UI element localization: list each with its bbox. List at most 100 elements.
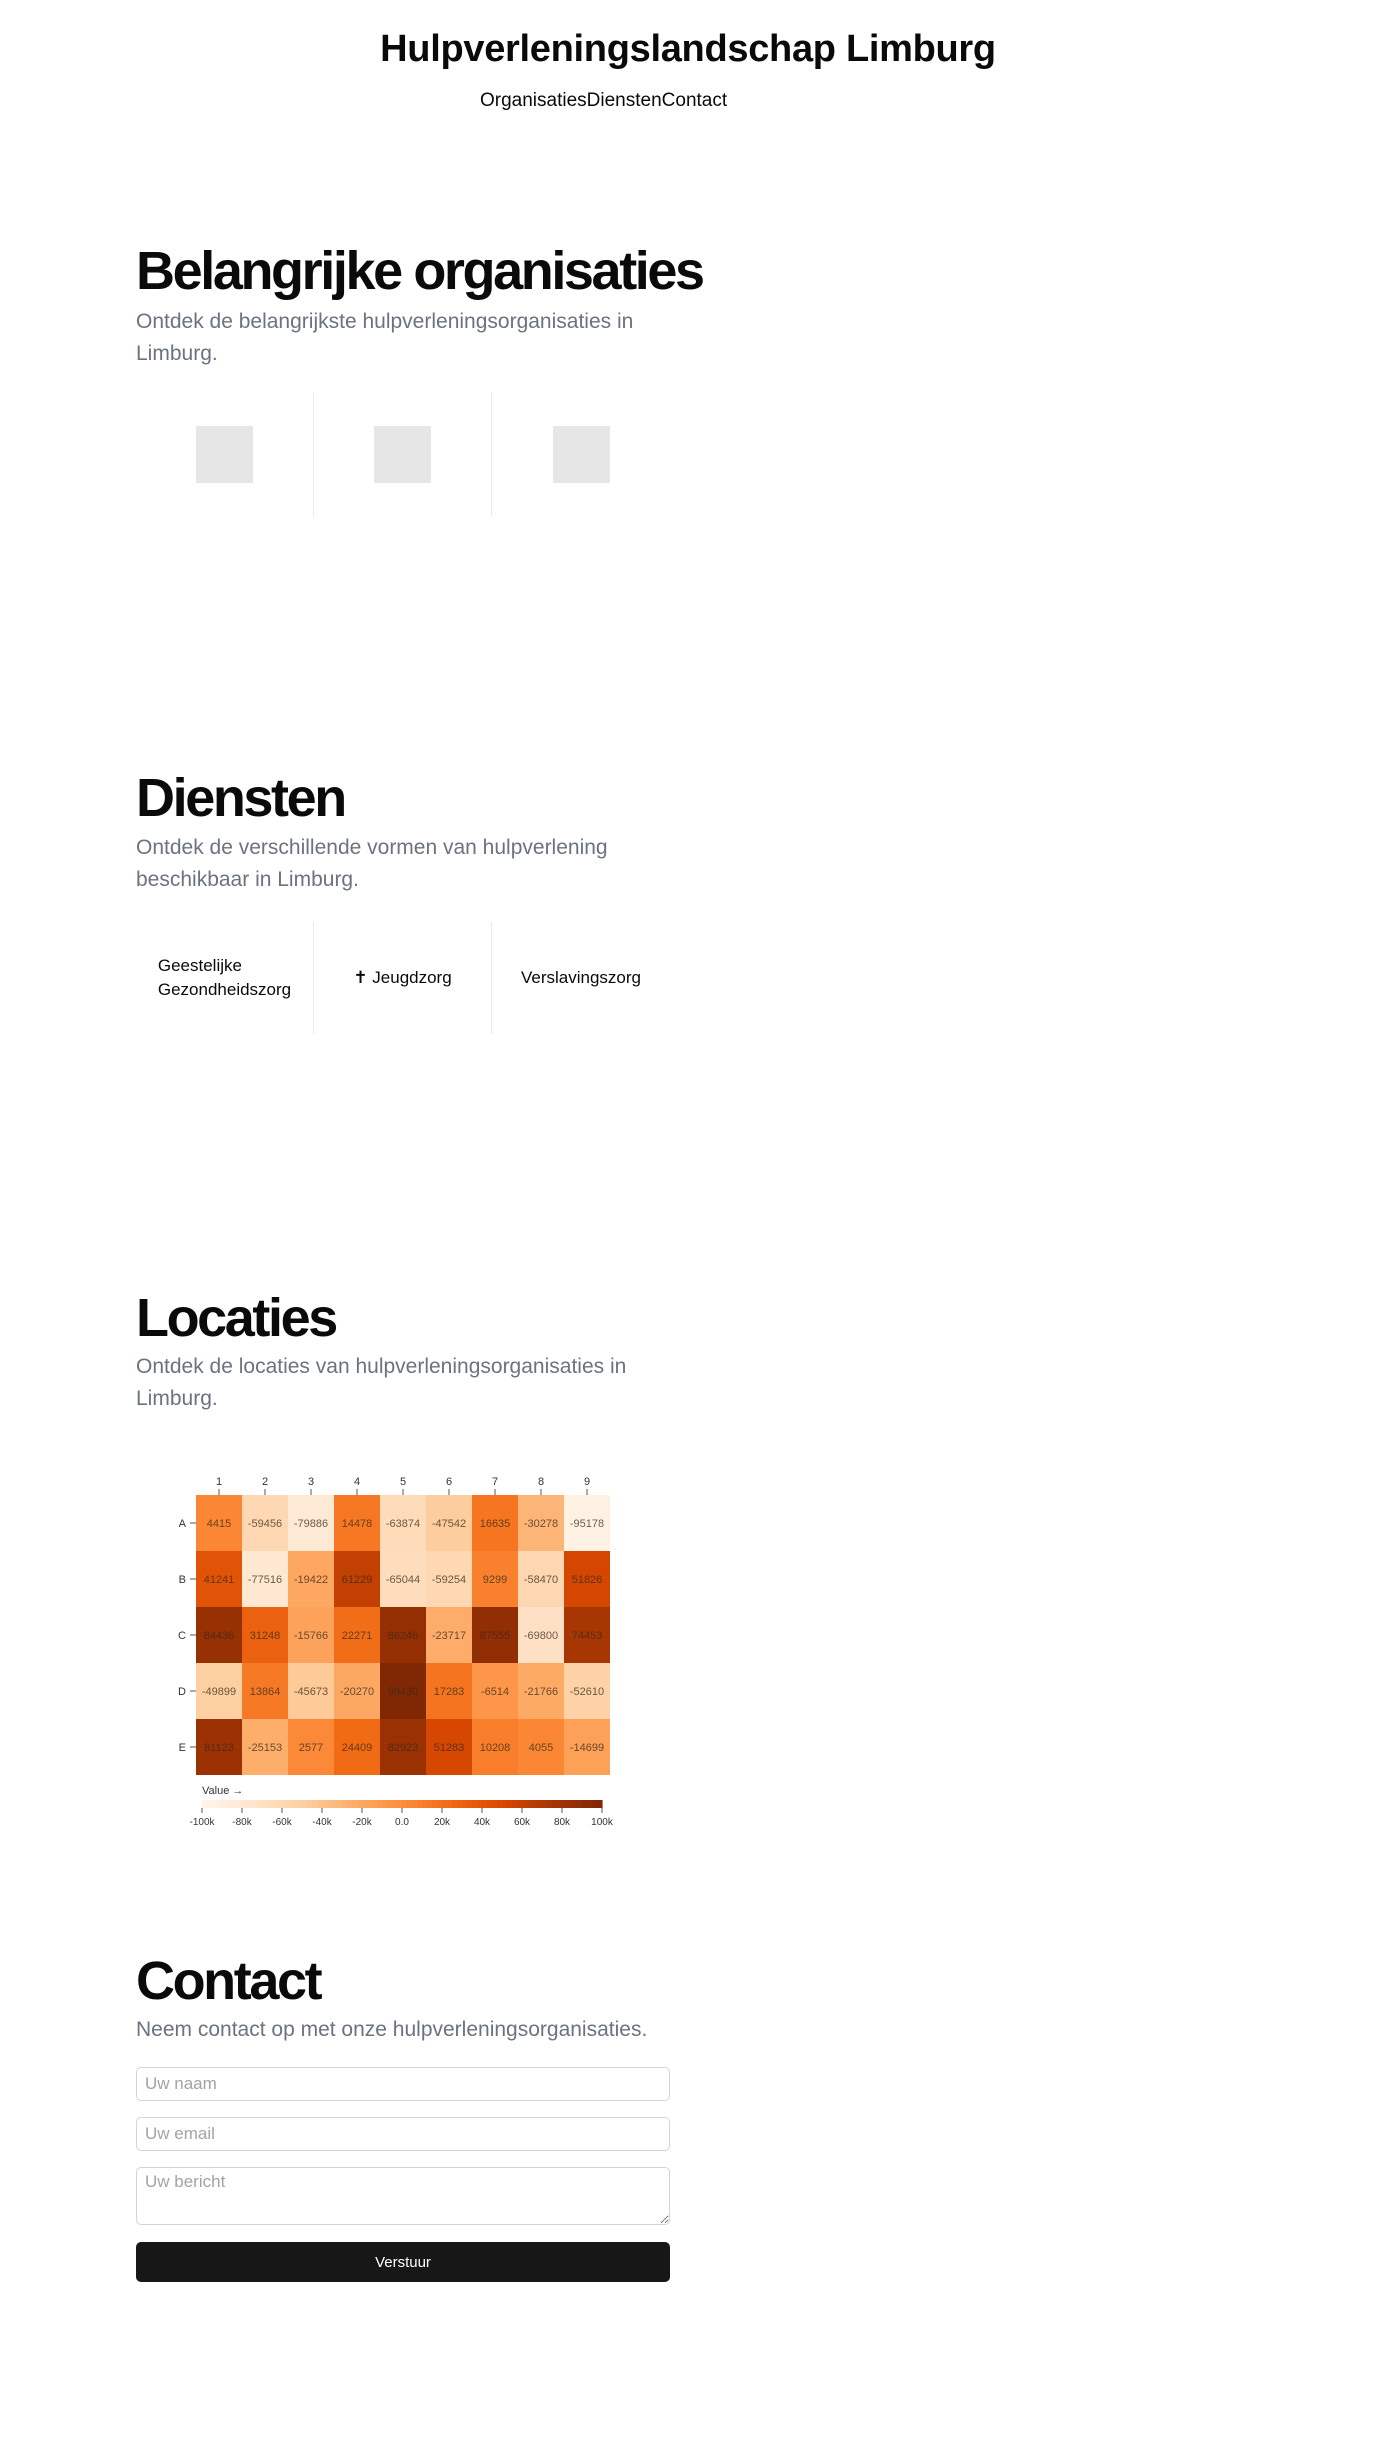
- cell-value-label: -45673: [294, 1686, 328, 1698]
- legend-gradient-segment: [537, 1800, 543, 1808]
- cell-value-label: -79886: [294, 1518, 328, 1530]
- legend-gradient-segment: [567, 1800, 573, 1808]
- legend-gradient-segment: [522, 1800, 528, 1808]
- legend-tick-label: 40k: [474, 1817, 491, 1828]
- cell-value-label: 87555: [480, 1630, 511, 1642]
- legend-tick-label: -40k: [312, 1817, 332, 1828]
- name-input[interactable]: [136, 2067, 670, 2101]
- legend-gradient-segment: [572, 1800, 578, 1808]
- legend-gradient-segment: [582, 1800, 588, 1808]
- legend-gradient-segment: [512, 1800, 518, 1808]
- cell-value-label: -25153: [248, 1742, 282, 1754]
- legend-gradient-segment: [597, 1800, 603, 1808]
- legend-gradient-segment: [232, 1800, 238, 1808]
- organisatie-card[interactable]: [314, 392, 492, 516]
- legend-tick-label: 60k: [514, 1817, 531, 1828]
- legend-gradient-segment: [532, 1800, 538, 1808]
- cell-value-label: 81123: [204, 1742, 234, 1754]
- cell-value-label: 22271: [342, 1630, 373, 1642]
- heatmap-cell: [334, 1719, 380, 1775]
- locaties-title: Locaties: [136, 1288, 338, 1348]
- nav-diensten[interactable]: Diensten: [586, 90, 662, 111]
- email-input[interactable]: [136, 2117, 670, 2151]
- dienst-label: Geestelijke: [157, 956, 242, 975]
- heatmap-cell: [380, 1663, 426, 1719]
- heatmap-cell: [426, 1719, 472, 1775]
- heatmap-cell: [426, 1607, 472, 1663]
- legend-gradient-segment: [412, 1800, 418, 1808]
- heatmap-cell: [334, 1551, 380, 1607]
- cell-value-label: -14699: [570, 1742, 604, 1754]
- column-label: 7: [492, 1476, 498, 1488]
- legend-tick-label: -80k: [232, 1817, 252, 1828]
- heatmap-cell: [380, 1607, 426, 1663]
- cell-value-label: 16635: [480, 1518, 511, 1530]
- legend-gradient-segment: [212, 1800, 218, 1808]
- legend-gradient-segment: [222, 1800, 228, 1808]
- dienst-card-verslavingszorg[interactable]: Verslavingszorg: [492, 922, 670, 1034]
- heatmap-cell: [564, 1719, 610, 1775]
- organisatie-logo-placeholder: [374, 425, 431, 483]
- legend-gradient-segment: [552, 1800, 558, 1808]
- heatmap-cell: [426, 1551, 472, 1607]
- heatmap-cell: [196, 1719, 242, 1775]
- heatmap-cell: [472, 1719, 518, 1775]
- heatmap-cell: [288, 1551, 334, 1607]
- legend-gradient-segment: [242, 1800, 248, 1808]
- legend-gradient-segment: [497, 1800, 503, 1808]
- heatmap-cell: [518, 1663, 564, 1719]
- legend-gradient-segment: [592, 1800, 598, 1808]
- legend-gradient-segment: [302, 1800, 308, 1808]
- organisaties-cards: [136, 392, 676, 516]
- legend-title: Value →: [202, 1785, 243, 1797]
- heatmap-cell: [242, 1607, 288, 1663]
- heatmap-cell: [472, 1663, 518, 1719]
- column-label: 3: [308, 1476, 314, 1488]
- cell-value-label: -47542: [432, 1518, 466, 1530]
- message-textarea[interactable]: [136, 2167, 670, 2225]
- legend-gradient-segment: [312, 1800, 318, 1808]
- legend-tick-label: -20k: [352, 1817, 372, 1828]
- cell-value-label: -59456: [248, 1518, 282, 1530]
- legend-gradient-segment: [337, 1800, 343, 1808]
- organisatie-card[interactable]: [136, 392, 314, 516]
- legend-gradient-segment: [557, 1800, 563, 1808]
- legend-gradient-segment: [282, 1800, 288, 1808]
- heatmap-cell: [380, 1719, 426, 1775]
- legend-gradient-segment: [387, 1800, 393, 1808]
- heatmap-cell: [564, 1495, 610, 1551]
- cell-value-label: -6514: [481, 1686, 509, 1698]
- heatmap-cell: [242, 1495, 288, 1551]
- heatmap-cell: [196, 1551, 242, 1607]
- heatmap-cell: [196, 1495, 242, 1551]
- cell-value-label: 84436: [204, 1630, 235, 1642]
- organisatie-logo-placeholder: [552, 425, 610, 483]
- legend-gradient-segment: [452, 1800, 458, 1808]
- cell-value-label: -65044: [386, 1574, 420, 1586]
- diensten-subtitle: Ontdek de verschillende vormen van hulpv…: [136, 836, 608, 891]
- cell-value-label: -15766: [294, 1630, 328, 1642]
- cell-value-label: -52610: [570, 1686, 604, 1698]
- nav-organisaties[interactable]: Organisaties: [480, 90, 587, 111]
- organisatie-card[interactable]: [492, 392, 670, 516]
- dienst-card-jeugdzorg[interactable]: ✝ Jeugdzorg: [314, 922, 492, 1034]
- cell-value-label: 13864: [250, 1686, 281, 1698]
- nav-contact[interactable]: Contact: [661, 90, 728, 111]
- legend-gradient-segment: [357, 1800, 363, 1808]
- heatmap-cell: [426, 1495, 472, 1551]
- heatmap-cell: [242, 1719, 288, 1775]
- cell-value-label: -63874: [386, 1518, 420, 1530]
- cell-value-label: 24409: [342, 1742, 373, 1754]
- legend-gradient-segment: [322, 1800, 328, 1808]
- cell-value-label: 82923: [388, 1742, 419, 1754]
- heatmap-cell: [564, 1663, 610, 1719]
- legend-gradient-segment: [422, 1800, 428, 1808]
- heatmap-cell: [288, 1607, 334, 1663]
- dienst-card-ggz[interactable]: Geestelijke Gezondheidszorg: [136, 922, 314, 1034]
- cell-value-label: -49899: [202, 1686, 236, 1698]
- submit-button[interactable]: Verstuur: [136, 2242, 670, 2282]
- legend-gradient-segment: [367, 1800, 373, 1808]
- row-label: E: [179, 1742, 186, 1754]
- cell-value-label: 10208: [480, 1742, 511, 1754]
- legend-gradient-segment: [527, 1800, 533, 1808]
